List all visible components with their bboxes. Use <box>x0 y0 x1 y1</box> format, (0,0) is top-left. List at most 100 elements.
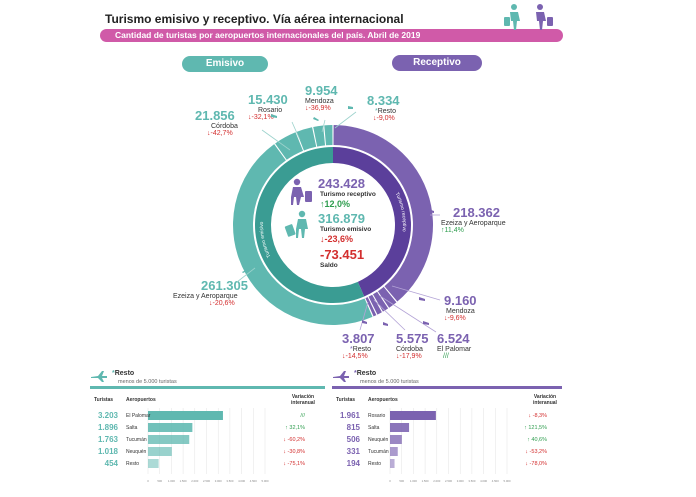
bar-value-label: 1.018 <box>98 447 119 456</box>
panel-rule <box>90 386 325 389</box>
bar <box>148 411 223 420</box>
receptivo-total-change: ↑12,0% <box>320 199 351 209</box>
emisivo-total-change-text: -23,6% <box>324 234 354 244</box>
tick-label: 4.500 <box>492 479 499 483</box>
col-variacion: Variación interanual <box>291 394 315 406</box>
bar <box>148 435 190 444</box>
bar-change-label: ↑ 121,5% <box>524 425 547 431</box>
inner-arc-emisivo <box>254 147 365 303</box>
callout-name: Resto <box>377 108 397 115</box>
panel-title: Resto <box>356 370 377 377</box>
callout-name: Mendoza <box>446 308 475 315</box>
bar-value-label: 194 <box>347 459 361 468</box>
outer-arc-emisivo-4 <box>324 125 333 146</box>
outer-arc-emisivo-2 <box>296 127 317 151</box>
emisivo-total-change: ↓-23,6% <box>320 234 354 244</box>
tick-label: 1.000 <box>410 479 417 483</box>
callout-re-mendoza: 9.160 Mendoza ↓-9,6% <box>444 293 477 322</box>
callout-em-rosario: 15.430 Rosario ↓-32,1% <box>248 92 288 121</box>
bar-chart-emisivo: 0 500 1.000 1.500 2.000 2.500 3.000 3.500 4.000 4… <box>98 408 305 483</box>
bar-change-label: ↓ -53,2% <box>525 449 547 455</box>
panel-title: Resto <box>114 370 135 377</box>
bar <box>148 447 172 456</box>
bar-value-label: 1.961 <box>340 411 361 420</box>
receptivo-total-value: 243.428 <box>318 176 365 191</box>
subtitle-bar <box>100 29 563 42</box>
bar-category-label: Rosario <box>368 413 385 419</box>
callout-change: -32,1% <box>251 114 274 121</box>
travelers-icon <box>504 4 553 30</box>
callout-name: Córdoba <box>211 123 238 130</box>
callout-value: 218.362 <box>453 205 500 220</box>
receptivo-total-change-text: 12,0% <box>324 199 351 209</box>
bar-value-label: 1.763 <box>98 435 119 444</box>
bar-value-label: 3.203 <box>98 411 119 420</box>
bar-category-label: Tucumán <box>126 437 147 443</box>
tick-label: 3.500 <box>468 479 475 483</box>
bar-category-label: El Palomar <box>126 413 151 419</box>
tick-label: 2.500 <box>445 479 452 483</box>
bar <box>390 423 410 432</box>
bar-change-label: ↓ -8,3% <box>528 413 547 419</box>
section-receptivo-pill: Receptivo <box>392 55 482 71</box>
col-aeropuertos: Aeropuertos <box>126 397 156 403</box>
bar-category-label: Salta <box>126 425 138 431</box>
callout-change: -20,6% <box>212 300 235 307</box>
bar-category-label: Tucumán <box>368 449 389 455</box>
tick-label: 5.000 <box>504 479 511 483</box>
callout-value: 3.807 <box>342 331 375 346</box>
callout-change: -36,9% <box>308 105 331 112</box>
plane-icon <box>333 371 349 382</box>
bar-change-label: ↓ -30,8% <box>283 449 305 455</box>
bar-chart-receptivo: 0 500 1.000 1.500 2.000 2.500 3.000 3.500 4.000 4… <box>340 408 547 483</box>
panel-subtitle: menos de 5.000 turistas <box>118 379 177 385</box>
tick-label: 1.500 <box>180 479 187 483</box>
bar-value-label: 454 <box>105 459 119 468</box>
bar-value-label: 815 <box>347 423 361 432</box>
callout-re-resto: 3.807 *Resto ↓-14,5% <box>342 331 375 360</box>
tick-label: 1.000 <box>168 479 175 483</box>
bar-category-label: Resto <box>368 461 381 467</box>
section-emisivo-pill: Emisivo <box>182 56 268 72</box>
col-turistas: Turistas <box>94 397 114 403</box>
callout-value: 9.954 <box>305 83 338 98</box>
tick-label: 4.000 <box>238 479 245 483</box>
callout-name: Mendoza <box>305 98 334 105</box>
callout-change: /// <box>443 353 449 360</box>
bar <box>390 435 402 444</box>
tick-label: 2.000 <box>191 479 198 483</box>
panel-rule <box>332 386 562 389</box>
col-variacion: Variación interanual <box>533 394 557 406</box>
donut-inner-ring <box>254 147 411 303</box>
bar-change-label: /// <box>300 413 305 419</box>
tick-label: 3.500 <box>226 479 233 483</box>
tick-label: 500 <box>157 479 162 483</box>
saldo-value: -73.451 <box>320 247 365 262</box>
callout-value: 21.856 <box>195 108 235 123</box>
tick-label: 2.500 <box>203 479 210 483</box>
tick-label: 3.000 <box>215 479 222 483</box>
callout-change: -9,6% <box>447 315 466 322</box>
callout-re-palomar: 6.524 El Palomar /// <box>437 331 471 360</box>
callout-name: Córdoba <box>396 346 423 353</box>
callout-em-cordoba: 21.856 Córdoba ↓-42,7% <box>195 108 238 137</box>
page-title: Turismo emisivo y receptivo. Vía aérea i… <box>105 12 404 26</box>
callout-name: Rosario <box>258 107 283 114</box>
emisivo-total-value: 316.879 <box>318 211 365 226</box>
callout-em-resto: 8.334 *Resto ↓-9,0% <box>367 93 400 122</box>
callout-change: -9,0% <box>376 115 395 122</box>
callout-change: 11,4% <box>444 227 464 234</box>
panel-subtitle: menos de 5.000 turistas <box>360 379 419 385</box>
callout-name: Ezeiza y Aeroparque <box>173 293 238 300</box>
plane-icon <box>91 371 107 382</box>
tick-label: 500 <box>399 479 404 483</box>
bar-value-label: 331 <box>347 447 361 456</box>
tick-label: 0 <box>147 479 149 483</box>
outer-arc-receptivo-0 <box>333 125 433 302</box>
saldo-label: Saldo <box>320 262 338 269</box>
panel-receptivo-resto: *Resto menos de 5.000 turistas Turistas … <box>332 370 562 490</box>
tick-label: 5.000 <box>262 479 269 483</box>
plane-icon <box>348 106 353 109</box>
callout-re-cordoba: 5.575 Córdoba ↓-17,9% <box>396 331 429 360</box>
tick-label: 1.500 <box>422 479 429 483</box>
